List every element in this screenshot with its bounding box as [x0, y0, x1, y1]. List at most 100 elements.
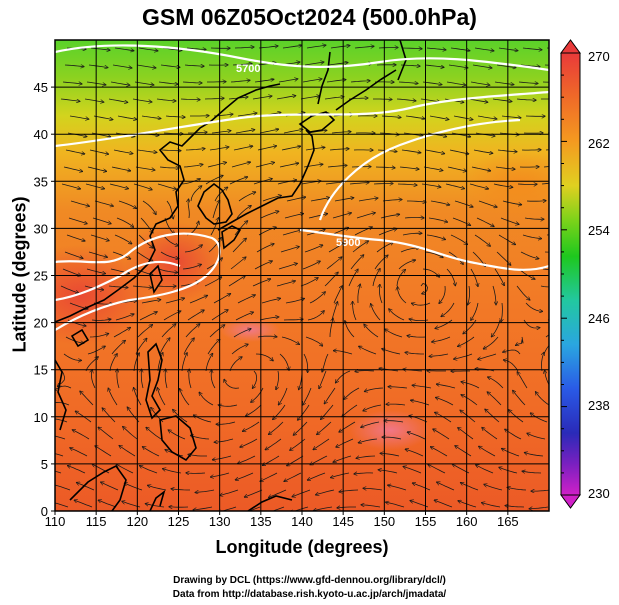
streamline-arrow: [429, 115, 449, 120]
streamline-arrow: [522, 48, 542, 50]
streamline-arrow: [503, 360, 519, 372]
streamline-arrow: [142, 447, 160, 457]
temperature-field: [55, 40, 549, 511]
streamline-arrow: [516, 99, 536, 100]
streamline-arrow: [182, 264, 202, 270]
streamline-arrow: [407, 336, 427, 338]
streamline-arrow: [233, 146, 253, 151]
streamline-arrow: [441, 302, 455, 317]
streamline-arrow: [324, 97, 344, 100]
streamline-arrow: [517, 372, 528, 389]
streamline-arrow: [134, 81, 154, 85]
streamline-arrow: [229, 357, 242, 372]
streamline-arrow: [213, 294, 231, 304]
streamline-arrow: [280, 247, 299, 253]
streamline-arrow: [300, 278, 318, 287]
streamline-arrow: [450, 234, 468, 245]
streamline-arrow: [382, 437, 402, 440]
streamline-arrow: [372, 268, 380, 287]
streamline-arrow: [319, 370, 327, 389]
streamline-arrow: [328, 63, 348, 66]
streamline-arrow: [505, 429, 522, 440]
streamline-arrow: [211, 370, 216, 389]
streamline-arrow: [162, 234, 179, 246]
streamline-arrow: [424, 64, 444, 67]
streamline-arrow: [214, 438, 234, 442]
streamline-arrow: [492, 285, 496, 305]
streamline-arrow: [530, 413, 548, 423]
streamline-arrow: [484, 484, 503, 491]
streamline-arrow: [358, 438, 378, 443]
y-tick-label: 45: [34, 80, 48, 95]
streamline-arrow: [183, 164, 203, 168]
streamline-arrow: [474, 234, 491, 246]
streamline-arrow: [160, 251, 179, 259]
streamline-arrow: [237, 113, 257, 117]
contour-label: 5900: [336, 237, 360, 249]
streamline-arrow: [396, 99, 416, 101]
x-tick-label: 140: [291, 514, 313, 529]
streamline-arrow: [430, 447, 448, 457]
contour-5900-arc: [318, 118, 521, 221]
streamline-arrow: [469, 183, 489, 189]
streamline-arrow: [55, 484, 71, 491]
streamline-arrow: [94, 200, 114, 206]
streamline-arrow: [424, 251, 443, 258]
streamline-arrow: [345, 321, 355, 338]
streamline-arrow: [513, 390, 526, 406]
streamline-arrow: [252, 370, 258, 389]
streamline-arrow: [446, 268, 455, 286]
streamline-arrow: [111, 166, 131, 171]
streamline-arrow: [478, 353, 497, 359]
streamline-arrow: [492, 98, 512, 102]
y-tick-label: 5: [41, 457, 48, 472]
streamline-arrow: [190, 186, 202, 202]
streamline-arrow: [522, 471, 542, 473]
streamline-arrow: [324, 272, 338, 287]
streamline-arrow: [354, 46, 374, 48]
streamline-arrow: [101, 482, 119, 491]
streamline-arrow: [426, 48, 446, 50]
streamline-arrow: [282, 230, 302, 236]
streamline-arrow: [501, 302, 503, 322]
streamline-arrow: [478, 200, 497, 207]
x-tick-label: 165: [497, 514, 519, 529]
streamline-arrow: [242, 421, 260, 431]
streamline-arrow: [501, 116, 521, 118]
streamline-arrow: [355, 371, 375, 372]
streamline-arrow: [246, 404, 262, 416]
streamline-arrow: [373, 184, 393, 185]
streamline-arrow: [156, 286, 176, 287]
streamline-arrow: [326, 257, 342, 270]
contour-labels: 5700 5900: [236, 63, 360, 249]
streamline-arrow: [342, 404, 358, 417]
streamline-arrow: [283, 129, 303, 134]
streamline-arrow: [235, 472, 254, 480]
streamline-arrow: [279, 353, 289, 370]
streamline-arrow: [426, 234, 446, 240]
streamline-arrow: [137, 325, 153, 338]
streamline-arrow: [116, 217, 134, 227]
x-tick-label: 150: [373, 514, 395, 529]
streamline-arrow: [55, 470, 62, 474]
streamline-arrow: [212, 200, 220, 219]
streamline-arrow: [147, 485, 167, 491]
streamline-arrow: [454, 200, 473, 207]
streamline-arrow: [224, 379, 240, 389]
streamline-arrow: [132, 286, 152, 288]
streamline-arrow: [184, 245, 202, 253]
streamline-arrow: [189, 295, 208, 304]
streamline-arrow: [434, 500, 453, 508]
streamline-arrow: [256, 244, 274, 253]
streamline-arrow: [354, 473, 374, 474]
streamline-arrow: [55, 418, 68, 423]
streamline-arrow: [498, 47, 518, 51]
streamline-arrow: [330, 46, 350, 49]
streamline-arrow: [186, 48, 206, 50]
coast-newguinea: [247, 495, 293, 511]
streamline-arrow: [62, 82, 82, 84]
streamline-arrow: [168, 430, 186, 440]
streamline-arrow: [333, 286, 342, 304]
streamline-arrow: [188, 132, 207, 133]
